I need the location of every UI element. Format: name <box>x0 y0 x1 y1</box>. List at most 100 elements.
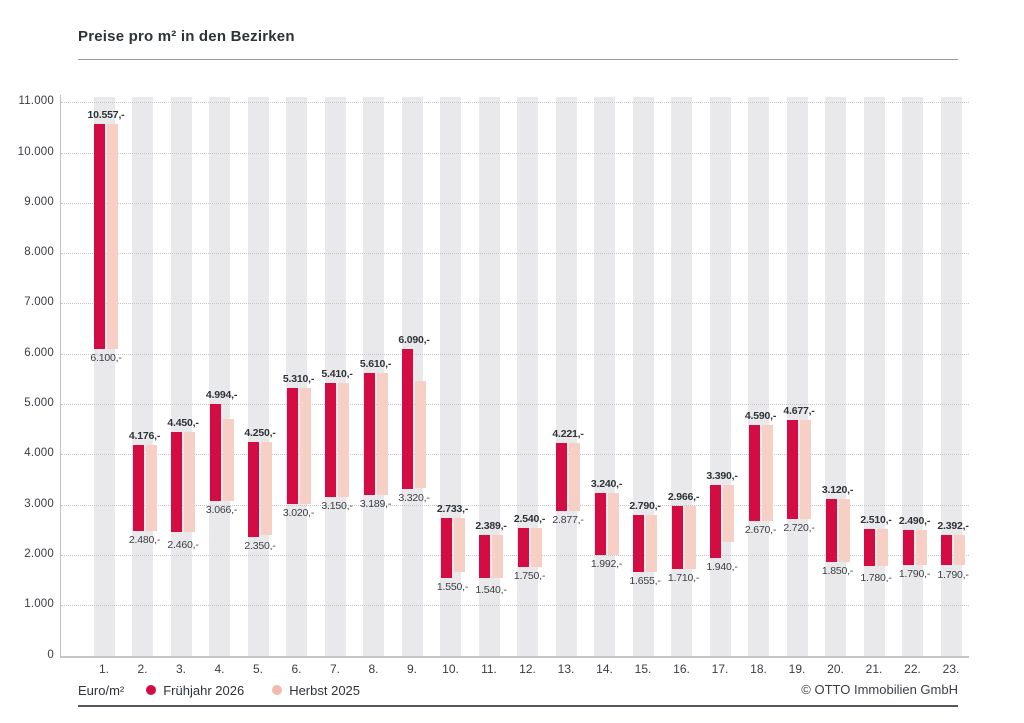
x-tick-label: 11. <box>481 662 497 676</box>
x-tick-label: 9. <box>406 662 417 676</box>
bar-fruehjahr-2026 <box>941 535 952 566</box>
bar-herbst-2025 <box>684 506 696 570</box>
y-tick-label: 11.000 <box>18 95 54 108</box>
bar-max-label: 4.677,- <box>783 405 815 418</box>
bar-max-label: 3.240,- <box>590 477 623 490</box>
gridline <box>61 353 969 355</box>
x-tick-label: 4. <box>214 662 225 676</box>
bar-herbst-2025 <box>800 420 811 519</box>
bar-max-label: 2.966,- <box>667 491 700 504</box>
bar-min-label: 1.790,- <box>937 569 969 582</box>
bar-min-label: 1.940,- <box>706 560 738 573</box>
bar-herbst-2025 <box>646 515 657 573</box>
x-tick-label: 21. <box>865 662 883 676</box>
bar-fruehjahr-2026 <box>787 420 798 519</box>
district-band <box>478 97 500 656</box>
bar-min-label: 1.850,- <box>821 565 854 578</box>
bar-min-label: 2.720,- <box>783 521 815 534</box>
x-tick-label: 2. <box>137 662 148 676</box>
bar-min-label: 1.655,- <box>629 575 661 588</box>
x-tick-label: 12. <box>519 662 536 676</box>
bar-max-label: 2.392,- <box>937 520 969 533</box>
bar-max-label: 5.610,- <box>359 358 392 371</box>
bar-min-label: 2.460,- <box>167 538 199 551</box>
bar-fruehjahr-2026 <box>325 383 336 498</box>
bar-min-label: 1.750,- <box>513 570 546 583</box>
bar-max-label: 6.090,- <box>398 334 430 347</box>
gridline <box>61 605 969 607</box>
bar-fruehjahr-2026 <box>94 124 105 349</box>
bar-max-label: 5.310,- <box>282 373 315 386</box>
bar-herbst-2025 <box>453 518 465 573</box>
bar-herbst-2025 <box>145 445 157 531</box>
bar-fruehjahr-2026 <box>132 445 144 531</box>
bar-fruehjahr-2026 <box>402 349 413 489</box>
bar-min-label: 1.550,- <box>436 580 469 593</box>
x-tick-label: 20. <box>827 662 844 676</box>
district-band <box>517 97 538 656</box>
bar-max-label: 2.790,- <box>629 500 661 513</box>
fruehjahr-legend-dot-icon <box>146 685 157 695</box>
gridline <box>61 454 969 456</box>
district-band <box>594 97 615 656</box>
bar-herbst-2025 <box>261 441 272 535</box>
x-tick-label: 15. <box>634 662 652 676</box>
bar-herbst-2025 <box>184 431 195 532</box>
bar-max-label: 2.510,- <box>860 514 892 527</box>
bar-herbst-2025 <box>299 388 311 504</box>
legend-label-fruehjahr: Frühjahr 2026 <box>163 682 245 698</box>
y-unit-label: Euro/m² <box>78 682 125 698</box>
chart-title: Preise pro m² in den Bezirken <box>78 28 295 45</box>
gridline <box>61 504 969 506</box>
gridline <box>61 102 969 104</box>
y-tick-label: 3.000 <box>24 497 54 510</box>
bar-min-label: 2.670,- <box>744 524 777 537</box>
footer-divider <box>78 705 958 707</box>
bar-herbst-2025 <box>376 373 388 496</box>
bar-fruehjahr-2026 <box>864 529 875 566</box>
y-tick-label: 5.000 <box>24 397 54 409</box>
y-tick-label: 6.000 <box>24 346 54 359</box>
district-band <box>286 97 307 656</box>
district-band <box>170 97 192 656</box>
chart-legend: Euro/m² Frühjahr 2026 Herbst 2025 <box>78 681 360 699</box>
bar-fruehjahr-2026 <box>710 484 721 558</box>
district-band <box>324 97 346 656</box>
bar-max-label: 4.450,- <box>167 416 199 429</box>
y-tick-label: 2.000 <box>24 547 54 560</box>
bar-min-label: 2.480,- <box>128 533 161 546</box>
bar-fruehjahr-2026 <box>556 443 567 511</box>
y-tick-label: 8.000 <box>24 246 54 259</box>
x-tick-label: 13. <box>557 662 575 676</box>
bar-herbst-2025 <box>761 424 773 522</box>
bar-fruehjahr-2026 <box>671 506 683 570</box>
copyright-notice: © OTTO Immobilien GmbH <box>801 682 958 697</box>
bar-herbst-2025 <box>877 529 888 566</box>
x-tick-label: 7. <box>329 662 340 676</box>
bar-min-label: 2.877,- <box>552 513 584 526</box>
gridline <box>61 202 969 204</box>
herbst-legend-dot-icon <box>272 685 283 695</box>
bar-min-label: 1.540,- <box>475 584 507 597</box>
bar-herbst-2025 <box>415 381 426 489</box>
bar-min-label: 3.320,- <box>398 491 430 504</box>
bar-max-label: 2.540,- <box>513 512 546 525</box>
bar-min-label: 3.066,- <box>205 504 238 517</box>
bar-max-label: 3.390,- <box>706 469 738 482</box>
bar-fruehjahr-2026 <box>517 527 529 568</box>
bar-herbst-2025 <box>338 383 349 498</box>
x-tick-label: 1. <box>98 662 109 676</box>
bar-max-label: 2.389,- <box>475 520 507 533</box>
bar-max-label: 4.221,- <box>552 428 584 441</box>
bar-fruehjahr-2026 <box>440 518 452 578</box>
gridline <box>61 253 969 255</box>
district-band <box>940 97 962 656</box>
bar-herbst-2025 <box>915 530 927 566</box>
y-tick-label: 9.000 <box>24 195 54 208</box>
plot-area: 10.557,- 6.100,- 4.176,- 2.480,- 4.450,- 2.46… <box>60 95 969 676</box>
bar-max-label: 4.590,- <box>744 409 777 422</box>
bar-min-label: 3.189,- <box>359 498 392 511</box>
bar-herbst-2025 <box>492 535 503 579</box>
x-tick-label: 3. <box>175 662 186 676</box>
y-tick-label: 4.000 <box>24 447 54 460</box>
